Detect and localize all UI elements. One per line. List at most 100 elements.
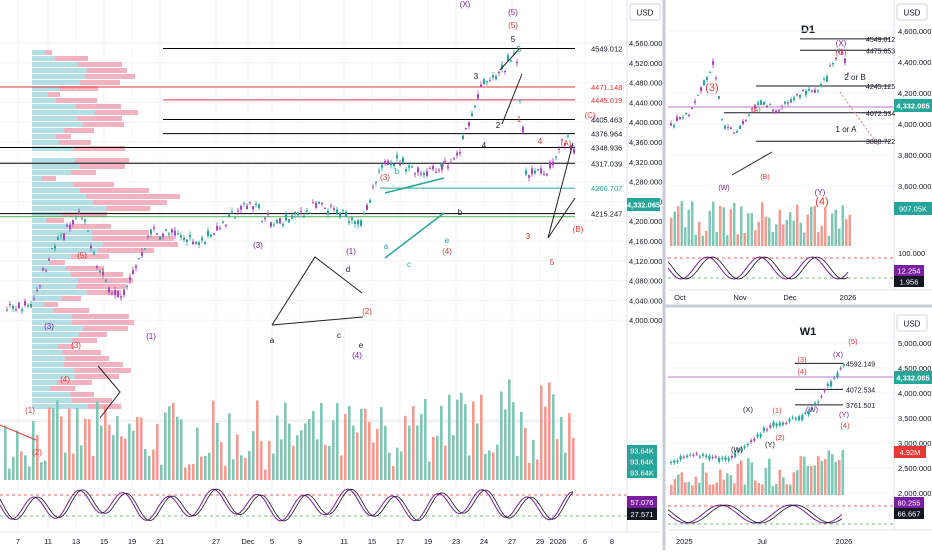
d1-candle-body — [691, 107, 693, 109]
d1-candle-body — [814, 89, 816, 93]
profile-bar-down — [59, 140, 91, 145]
w1-volume-bar — [803, 456, 806, 495]
volume-bar — [248, 450, 251, 480]
w1-volume-bar — [705, 472, 708, 495]
date-tick: 23 — [452, 537, 460, 546]
candle-body — [357, 220, 359, 225]
candle-body — [117, 291, 119, 298]
w1-candle-body — [702, 454, 705, 456]
candle-body — [150, 229, 152, 235]
volume-bar — [312, 410, 315, 480]
wave-label: (4) — [60, 375, 70, 384]
profile-bar-up — [32, 320, 72, 325]
candle-body — [348, 221, 350, 223]
d1-currency-badge[interactable] — [896, 3, 928, 21]
candle-body — [303, 215, 305, 218]
candle-body — [39, 285, 41, 287]
wave-label: 5 — [550, 258, 555, 267]
d1-candle-body — [676, 116, 678, 121]
d1-volume-badge — [894, 202, 932, 215]
d1-candle-body — [832, 62, 834, 65]
d1-chart-pane[interactable]: D1 (X)(C)2 or B1 or A(3)(A)(W)(B)(Y)(4) … — [666, 0, 932, 304]
volume-bar — [348, 405, 351, 480]
profile-bar-down — [80, 188, 149, 193]
candle-body — [63, 233, 65, 240]
d1-level-labels: 4549.012 4475.653 4245.125 4072.534 3888.722 — [866, 37, 895, 146]
stochastic-oscillator — [0, 488, 627, 522]
profile-bar-up — [32, 242, 103, 247]
d1-candle-body — [679, 117, 681, 120]
volume-badge-2 — [627, 456, 657, 467]
osc-badge-k — [627, 496, 657, 508]
candle-body — [99, 271, 101, 273]
candle-body — [78, 211, 80, 213]
w1-price-scale[interactable]: USD — [893, 312, 928, 530]
candle-body — [432, 166, 434, 170]
candle-body — [141, 252, 143, 256]
w1-candle-body — [730, 455, 733, 458]
candle-body — [390, 162, 392, 166]
candle-body — [306, 210, 308, 212]
w1-currency-badge[interactable] — [896, 314, 928, 332]
candle-body — [450, 162, 452, 164]
d1-price-scale[interactable]: USD — [893, 0, 928, 290]
volume-bar — [76, 407, 79, 480]
wave-label: (1) — [25, 406, 35, 415]
main-price-scale[interactable]: USD — [626, 0, 661, 532]
volume-bar — [536, 459, 539, 480]
d1-volume-bar — [775, 224, 778, 246]
w1-chart-pane[interactable]: W1 (5)(3)(X)(Y)(W)(1)(2)(4)(X)(W)(Y)(4) … — [666, 308, 932, 550]
d1-candle-body — [835, 57, 837, 59]
d1-volume-bar — [677, 206, 680, 246]
wave-label: (3) — [253, 241, 263, 250]
volume-bar — [212, 400, 215, 480]
profile-bar-down — [80, 80, 120, 85]
profile-bar-down — [83, 326, 128, 331]
candle-body — [360, 220, 362, 226]
volume-bar — [20, 451, 23, 480]
wave-label: (4) — [352, 351, 362, 360]
candle-body — [483, 79, 485, 84]
candle-body — [354, 221, 356, 225]
profile-bar-up — [32, 80, 80, 85]
volume-bar — [336, 403, 339, 480]
volume-bar — [44, 460, 47, 480]
candle-body — [276, 219, 278, 224]
candle-body — [129, 277, 131, 281]
d1-candle-body — [844, 58, 846, 63]
volume-bar — [56, 400, 59, 480]
d1-volume-bar — [803, 232, 806, 246]
d1-wave-label: (3) — [705, 82, 718, 94]
d1-volume-bar — [792, 220, 795, 246]
w1-candle-body — [833, 377, 836, 379]
volume-bar — [144, 449, 147, 480]
d1-candle-body — [778, 109, 780, 112]
currency-badge[interactable] — [629, 3, 661, 21]
d1-candle-body — [805, 90, 807, 96]
profile-bar-up — [32, 386, 50, 391]
candle-body — [270, 222, 272, 227]
trend-line-ace — [271, 316, 364, 326]
level-label: 4549.012 — [591, 44, 622, 53]
profile-bar-up — [32, 338, 72, 343]
profile-bar-down — [98, 248, 154, 253]
w1-level-label: 4072.534 — [846, 387, 875, 394]
wave-label: 5 — [517, 45, 522, 54]
w1-date-ticks: 2025 Jul 2026 — [676, 537, 852, 546]
d1-volume-bar — [729, 209, 732, 246]
candle-body — [72, 219, 74, 225]
d1-volume-bar — [838, 228, 841, 246]
d1-volume-bar — [754, 230, 757, 246]
candle-body — [207, 230, 209, 237]
w1-volume-bar — [792, 472, 796, 495]
date-tick: 11 — [340, 537, 348, 546]
volume-bar — [200, 456, 203, 480]
candle-body — [42, 268, 44, 271]
candle-body — [333, 208, 335, 210]
wave-label: (X) — [460, 0, 471, 9]
w1-osc-k-line — [668, 504, 843, 524]
main-chart-pane[interactable]: (X) (5) (5) 5 3 5 4 1 2 (C) (A) (B) 4 3 5 (3) b d a c e b (4) (… — [0, 0, 662, 550]
d1-volume-bar — [719, 205, 722, 246]
volume-bar — [196, 427, 199, 480]
d1-volume-bar — [782, 224, 785, 246]
